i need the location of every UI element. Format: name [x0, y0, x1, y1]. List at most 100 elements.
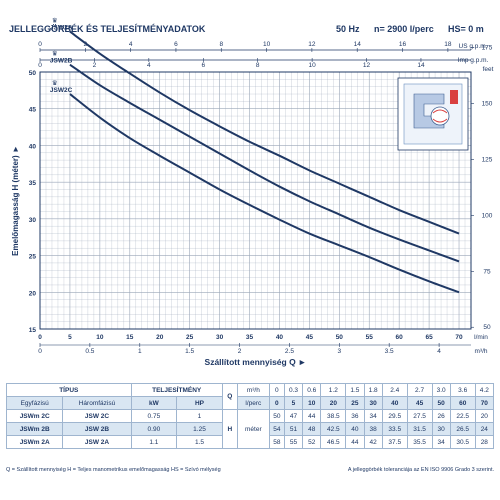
meter-unit: méter — [236, 409, 270, 449]
x-tick-label: 25 — [186, 334, 194, 341]
m3h-tick-label: 4 — [437, 348, 441, 355]
m3h-cell: 1.5 — [345, 383, 365, 397]
q-label: Q — [221, 383, 238, 410]
row-kw: 0.90 — [130, 422, 178, 436]
y-axis-label: Emelőmagasság H (méter) ► — [11, 145, 20, 256]
h-cell: 42 — [363, 435, 383, 449]
m3h-tick-label: 3 — [337, 348, 341, 355]
plot-frame — [39, 71, 472, 330]
m3h-cell: 4.2 — [474, 383, 495, 397]
row-hp: 1 — [176, 409, 223, 423]
performance-table: TÍPUS TELJESÍTMÉNY Q m³/h 0 0.3 0.6 1.2 … — [5, 383, 495, 449]
m3h-tick-label: 1 — [138, 348, 142, 355]
imp-tick-label: 2 — [93, 62, 97, 69]
curve-jsw2b — [69, 63, 460, 263]
row-hp: 1.25 — [176, 422, 223, 436]
m3h-tick-label: 2 — [238, 348, 242, 355]
y-tick-label: 15 — [29, 327, 37, 334]
x-unit-m3h: m³/h — [475, 348, 488, 355]
m3h-tick-label: 0 — [38, 348, 42, 355]
x-tick-label: 35 — [246, 334, 254, 341]
m3h-tick-label: 2.5 — [285, 348, 294, 355]
imp-tick-label: 8 — [256, 62, 260, 69]
x-tick-label: 45 — [306, 334, 314, 341]
m3h-cell: 1.8 — [363, 383, 383, 397]
x-tick-label: 65 — [425, 334, 433, 341]
x-axis-label: Szállított mennyiség Q ► — [205, 357, 307, 367]
y-tick-label: 35 — [29, 180, 37, 187]
frequency-label: 50 Hz — [336, 24, 360, 34]
footer-tolerance: A jelleggörbék toleranciája az EN ISO 99… — [347, 467, 494, 473]
us-tick-label: 4 — [129, 41, 133, 48]
us-tick-label: 16 — [399, 41, 407, 48]
us-tick-label: 10 — [263, 41, 271, 48]
h-cell: 28 — [474, 435, 495, 449]
h-cell: 26.5 — [449, 422, 476, 436]
h-cell: 51 — [283, 422, 304, 436]
row-three: JSW 2B — [62, 422, 132, 436]
h-cell: 44 — [302, 409, 322, 423]
y-tick-label: 25 — [29, 254, 37, 261]
x-tick-label: 70 — [455, 334, 463, 341]
feet-unit: feet — [483, 66, 494, 73]
h-cell: 24 — [474, 422, 495, 436]
h-cell: 52 — [302, 435, 322, 449]
series-label: JSW2B — [50, 58, 73, 65]
row-single: JSWm 2B — [5, 422, 64, 436]
lperc-cell: 45 — [406, 396, 433, 410]
imp-tick-label: 12 — [363, 62, 371, 69]
h-cell: 38 — [363, 422, 383, 436]
h-cell: 34 — [363, 409, 383, 423]
y-tick-label: 50 — [29, 70, 37, 77]
x-tick-label: 40 — [276, 334, 284, 341]
row-single: JSWm 2A — [5, 435, 64, 449]
y-tick-label: 40 — [29, 143, 37, 150]
footer-legend: Q = Szállított mennyiség H = Teljes mano… — [6, 467, 221, 473]
m3h-cell: 3.0 — [431, 383, 451, 397]
series-label: JSW2C — [50, 87, 73, 94]
m3h-cell: 3.6 — [449, 383, 476, 397]
us-tick-label: 8 — [219, 41, 223, 48]
x-unit-lmin: l/min — [474, 334, 488, 341]
x-tick-label: 10 — [96, 334, 104, 341]
m3h-cell: 0.6 — [302, 383, 322, 397]
lperc-cell: 40 — [381, 396, 408, 410]
h-cell: 42.5 — [320, 422, 347, 436]
us-tick-label: 6 — [174, 41, 178, 48]
m3h-tick-label: 3.5 — [385, 348, 394, 355]
row-kw: 0.75 — [130, 409, 178, 423]
egyfazisu-header: Egyfázisú — [5, 396, 64, 410]
h-cell: 48 — [302, 422, 322, 436]
y-tick-label: 20 — [29, 290, 37, 297]
h-cell: 20 — [474, 409, 495, 423]
us-tick-label: 18 — [444, 41, 452, 48]
h-cell: 55 — [283, 435, 304, 449]
crown-icon: ♛ — [52, 17, 58, 25]
row-three: JSW 2A — [62, 435, 132, 449]
x-tick-label: 20 — [156, 334, 164, 341]
lperc-cell: 20 — [320, 396, 347, 410]
x-tick-label: 5 — [68, 334, 72, 341]
row-three: JSW 2C — [62, 409, 132, 423]
hp-header: HP — [176, 396, 223, 410]
haromfazisu-header: Háromfázisú — [62, 396, 132, 410]
chart-title: JELLEGGÖRBÉK ÉS TELJESÍTMÉNYADATOK — [9, 24, 206, 34]
m3h-cell: 1.2 — [320, 383, 347, 397]
imp-unit: Imp g.p.m. — [458, 57, 489, 64]
m3h-cell: 0 — [268, 383, 285, 397]
h-cell: 50 — [268, 409, 285, 423]
row-hp: 1.5 — [176, 435, 223, 449]
kw-header: kW — [130, 396, 178, 410]
curve-jsw2a — [69, 30, 460, 235]
imp-tick-label: 0 — [38, 62, 42, 69]
h-cell: 22.5 — [449, 409, 476, 423]
m3h-cell: 2.7 — [406, 383, 433, 397]
lperc-cell: 25 — [345, 396, 365, 410]
h-cell: 26 — [431, 409, 451, 423]
m3h-cell: 2.4 — [381, 383, 408, 397]
crown-icon: ♛ — [52, 50, 58, 58]
h-cell: 36 — [345, 409, 365, 423]
h-cell: 40 — [345, 422, 365, 436]
crown-icon: ♛ — [52, 79, 58, 87]
